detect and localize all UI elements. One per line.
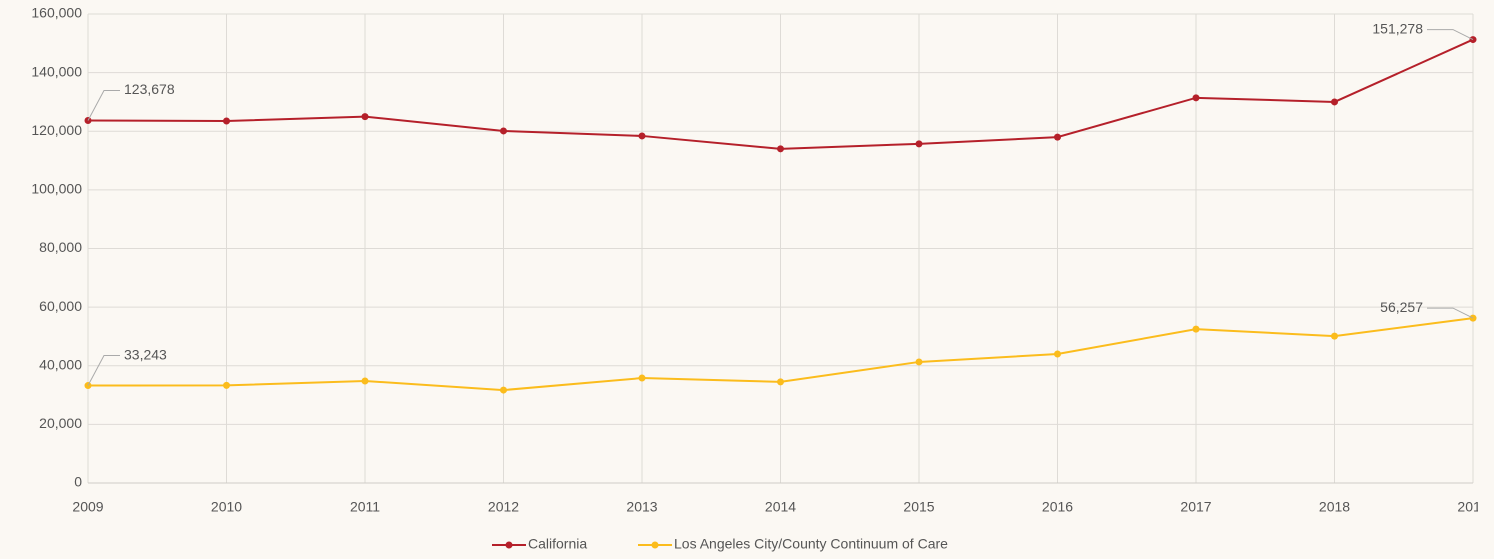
x-tick-label: 2014 xyxy=(765,499,796,515)
point xyxy=(500,127,507,135)
x-tick-label: 2012 xyxy=(488,499,519,515)
x-tick-label: 2016 xyxy=(1042,499,1073,515)
y-tick-label: 100,000 xyxy=(31,181,82,197)
data-label: 151,278 xyxy=(1372,20,1423,36)
point xyxy=(223,117,230,125)
x-tick-label: 2013 xyxy=(626,499,657,515)
point xyxy=(223,381,230,389)
y-tick-label: 120,000 xyxy=(31,122,82,138)
y-tick-label: 80,000 xyxy=(39,239,82,255)
point xyxy=(1331,98,1338,106)
point xyxy=(915,140,923,148)
data-label: 56,257 xyxy=(1380,299,1423,315)
legend-label: California xyxy=(528,536,587,552)
point xyxy=(638,132,646,140)
x-tick-label: 2017 xyxy=(1180,499,1211,515)
leader-line xyxy=(87,355,120,386)
point xyxy=(1192,94,1200,102)
y-tick-label: 60,000 xyxy=(39,298,82,314)
point xyxy=(1331,332,1338,340)
legend-label: Los Angeles City/County Continuum of Car… xyxy=(674,536,948,552)
y-tick-label: 140,000 xyxy=(31,63,82,79)
point xyxy=(500,386,507,394)
point xyxy=(638,374,646,382)
point xyxy=(777,145,784,153)
y-tick-label: 160,000 xyxy=(31,5,82,21)
leader-line xyxy=(1427,307,1474,319)
x-tick-label: 2018 xyxy=(1319,499,1350,515)
y-tick-label: 0 xyxy=(74,474,82,490)
x-tick-label: 2019 xyxy=(1457,499,1488,515)
data-label: 33,243 xyxy=(124,346,167,362)
point xyxy=(361,377,369,385)
x-tick-label: 2009 xyxy=(72,499,103,515)
leader-line xyxy=(1427,29,1474,41)
legend-marker xyxy=(505,541,513,549)
leader-line xyxy=(87,89,120,121)
y-tick-label: 20,000 xyxy=(39,415,82,431)
point xyxy=(1054,133,1061,141)
point xyxy=(1054,350,1061,358)
point xyxy=(915,358,923,366)
data-label: 123,678 xyxy=(124,81,175,97)
point xyxy=(1192,325,1200,333)
x-tick-label: 2010 xyxy=(211,499,242,515)
point xyxy=(361,113,369,121)
y-tick-label: 40,000 xyxy=(39,356,82,372)
x-tick-label: 2011 xyxy=(350,499,380,515)
point xyxy=(777,378,784,386)
x-tick-label: 2015 xyxy=(903,499,934,515)
legend-marker xyxy=(651,541,659,549)
